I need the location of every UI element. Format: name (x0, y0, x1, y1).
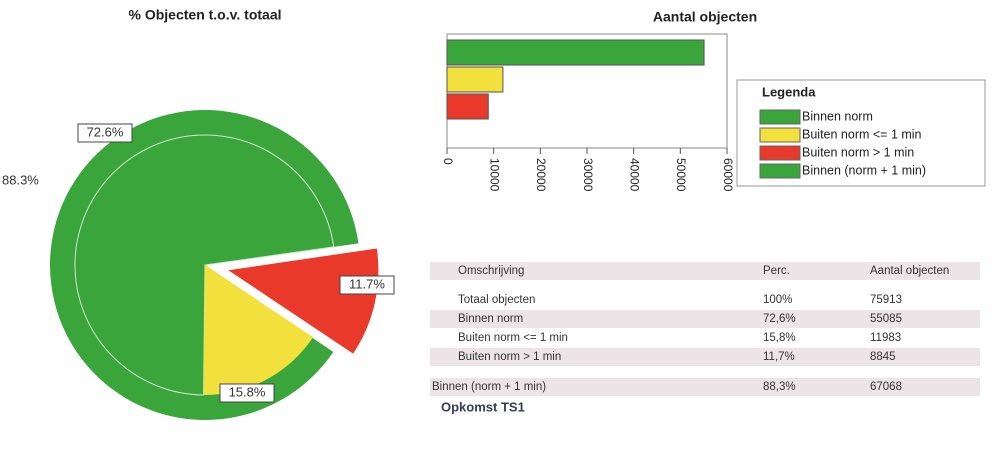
legend-label: Binnen norm (802, 109, 873, 123)
x-tick-label: 10000 (487, 158, 501, 192)
legend-label: Binnen (norm + 1 min) (802, 163, 926, 177)
outer-label: 88.3% (2, 172, 39, 187)
table-cell: Buiten norm > 1 min (458, 351, 561, 363)
summary-cell: Binnen (norm + 1 min) (432, 381, 546, 393)
slice-label: 11.7% (349, 276, 385, 291)
table-row-bg (430, 348, 980, 366)
table-cell: 55085 (870, 313, 902, 325)
table-cell: 75913 (870, 294, 902, 306)
pie-slice (228, 248, 379, 354)
slice-label-box (339, 275, 395, 295)
table-cell: 15,8% (763, 332, 796, 344)
table-row-bg (430, 310, 980, 328)
legend-swatch (759, 163, 801, 179)
table-cell: Totaal objecten (458, 294, 535, 306)
summary-cell: 88,3% (763, 381, 796, 393)
legend-swatch (759, 127, 801, 143)
pie-title: % Objecten t.o.v. totaal (129, 7, 282, 23)
summary-bg (430, 378, 980, 396)
x-tick-label: 40000 (627, 158, 641, 192)
slice-label-box (77, 123, 133, 143)
legend-label: Buiten norm > 1 min (802, 145, 914, 159)
slice-label-box (219, 383, 275, 403)
x-tick-label: 20000 (534, 158, 548, 192)
slice-label: 72.6% (87, 124, 124, 139)
slice-label: 15.8% (229, 384, 266, 399)
table-cell: Binnen norm (458, 313, 523, 325)
table-cell: 72,6% (763, 313, 796, 325)
legend-swatch (759, 145, 801, 161)
bar (446, 93, 489, 120)
pie-slice (203, 265, 314, 395)
table-cell: Buiten norm <= 1 min (458, 332, 568, 344)
table-cell: 100% (763, 294, 792, 306)
summary-cell: 67068 (870, 381, 902, 393)
legend-title: Legenda (762, 84, 816, 99)
table-header: Perc. (763, 265, 790, 277)
footer: Opkomst TS1 (441, 399, 525, 414)
x-tick-label: 30000 (581, 158, 595, 192)
bar (446, 66, 504, 93)
table-header: Aantal objecten (870, 265, 949, 277)
bar-title: Aantal objecten (653, 9, 757, 25)
table-cell: 11983 (870, 332, 901, 344)
x-tick-label: 0 (441, 158, 455, 165)
table-cell: 8845 (870, 351, 896, 363)
pie-slice (74, 134, 335, 396)
table-header-bg (430, 262, 980, 280)
table-cell: 11,7% (763, 351, 795, 363)
table-header: Omschrijving (458, 265, 524, 277)
x-tick-label: 60000 (721, 158, 735, 192)
x-tick-label: 50000 (674, 158, 688, 192)
legend-swatch (759, 109, 801, 125)
legend-label: Buiten norm <= 1 min (802, 127, 922, 141)
bar (446, 39, 705, 66)
